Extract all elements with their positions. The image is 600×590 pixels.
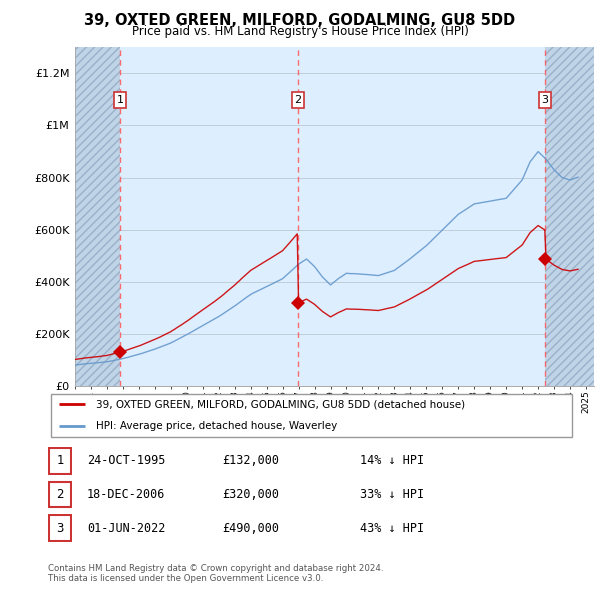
Text: 2: 2: [56, 488, 64, 501]
Text: 3: 3: [541, 95, 548, 105]
Text: HPI: Average price, detached house, Waverley: HPI: Average price, detached house, Wave…: [95, 421, 337, 431]
Text: 39, OXTED GREEN, MILFORD, GODALMING, GU8 5DD: 39, OXTED GREEN, MILFORD, GODALMING, GU8…: [85, 13, 515, 28]
Text: £320,000: £320,000: [222, 488, 279, 501]
Text: 18-DEC-2006: 18-DEC-2006: [87, 488, 166, 501]
FancyBboxPatch shape: [50, 394, 572, 437]
Text: 01-JUN-2022: 01-JUN-2022: [87, 522, 166, 535]
Text: 1: 1: [116, 95, 124, 105]
Text: £490,000: £490,000: [222, 522, 279, 535]
Text: 24-OCT-1995: 24-OCT-1995: [87, 454, 166, 467]
Text: 33% ↓ HPI: 33% ↓ HPI: [360, 488, 424, 501]
Text: 43% ↓ HPI: 43% ↓ HPI: [360, 522, 424, 535]
Text: Price paid vs. HM Land Registry's House Price Index (HPI): Price paid vs. HM Land Registry's House …: [131, 25, 469, 38]
Text: 1: 1: [56, 454, 64, 467]
Text: 14% ↓ HPI: 14% ↓ HPI: [360, 454, 424, 467]
FancyBboxPatch shape: [49, 515, 71, 541]
FancyBboxPatch shape: [49, 481, 71, 507]
Text: Contains HM Land Registry data © Crown copyright and database right 2024.
This d: Contains HM Land Registry data © Crown c…: [48, 563, 383, 583]
Text: 39, OXTED GREEN, MILFORD, GODALMING, GU8 5DD (detached house): 39, OXTED GREEN, MILFORD, GODALMING, GU8…: [95, 399, 464, 409]
Text: 3: 3: [56, 522, 64, 535]
Text: 2: 2: [295, 95, 302, 105]
Text: £132,000: £132,000: [222, 454, 279, 467]
FancyBboxPatch shape: [49, 448, 71, 474]
Bar: [545, 47, 594, 386]
Bar: [75, 47, 120, 386]
